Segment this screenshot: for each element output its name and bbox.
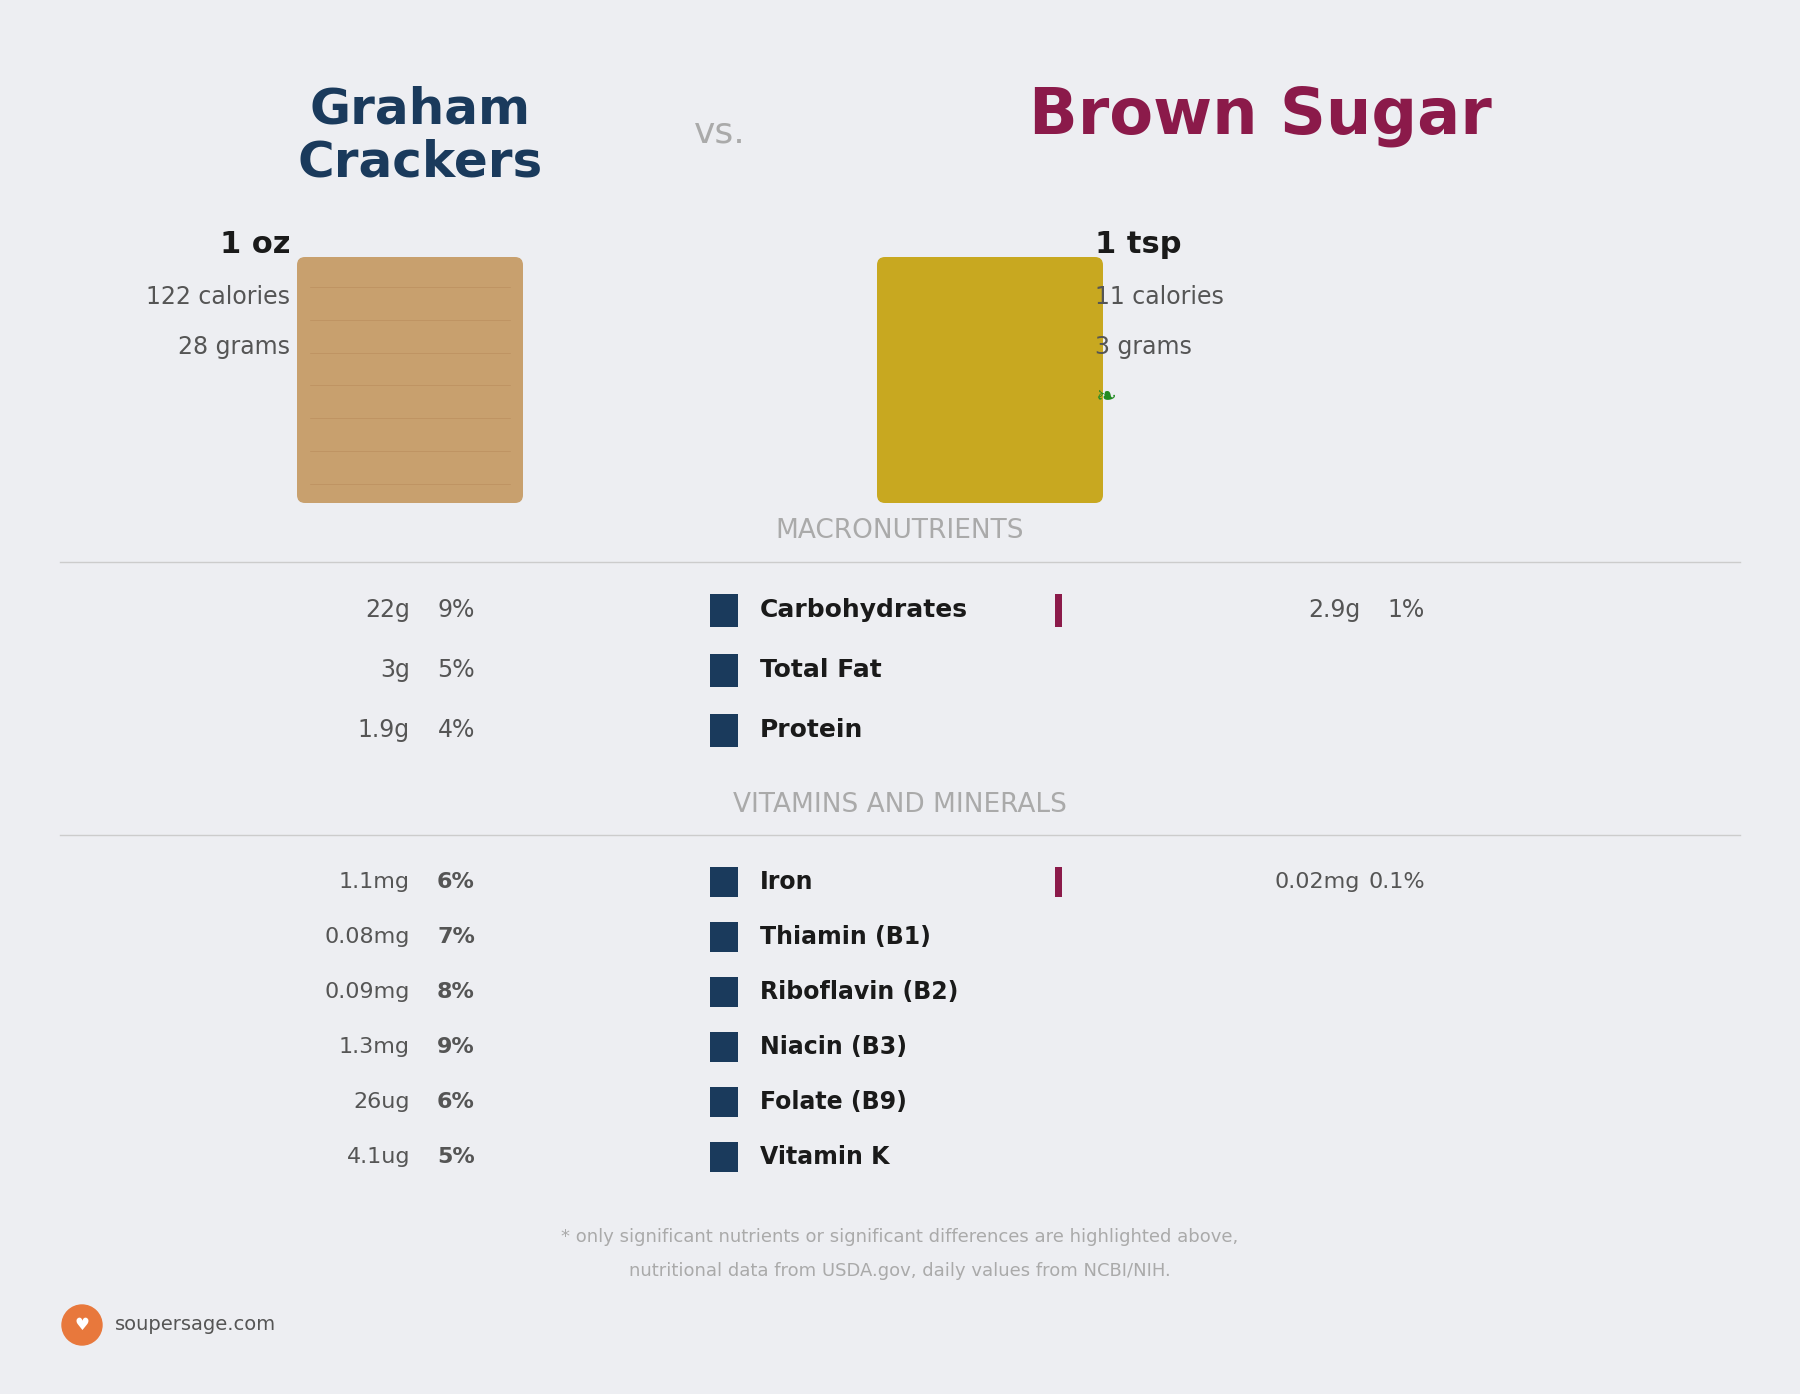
Text: Vitamin K: Vitamin K [760,1144,889,1170]
Text: 0.02mg: 0.02mg [1274,873,1361,892]
Text: 2.9g: 2.9g [1309,598,1361,622]
Bar [709,594,738,626]
FancyBboxPatch shape [877,256,1103,503]
Text: 3 grams: 3 grams [1094,335,1192,360]
Bar [709,714,738,747]
Text: 1.3mg: 1.3mg [338,1037,410,1057]
Text: * only significant nutrients or significant differences are highlighted above,: * only significant nutrients or signific… [562,1228,1238,1246]
Text: 1%: 1% [1388,598,1426,622]
Text: vs.: vs. [695,114,745,149]
Text: 8%: 8% [437,981,475,1002]
Bar [709,1087,738,1117]
Text: 5%: 5% [437,1147,475,1167]
Text: 1.1mg: 1.1mg [338,873,410,892]
Text: 0.1%: 0.1% [1368,873,1426,892]
Text: 122 calories: 122 calories [146,284,290,309]
Text: soupersage.com: soupersage.com [115,1316,275,1334]
Text: 4.1ug: 4.1ug [346,1147,410,1167]
Text: nutritional data from USDA.gov, daily values from NCBI/NIH.: nutritional data from USDA.gov, daily va… [630,1262,1170,1280]
Bar [1055,594,1062,626]
Text: 7%: 7% [437,927,475,947]
Text: 0.08mg: 0.08mg [324,927,410,947]
Text: ❧: ❧ [1094,385,1116,408]
Text: 9%: 9% [437,1037,475,1057]
Text: 6%: 6% [437,873,475,892]
Text: 4%: 4% [437,718,475,742]
Text: Brown Sugar: Brown Sugar [1028,85,1492,146]
Circle shape [61,1305,103,1345]
Text: Riboflavin (B2): Riboflavin (B2) [760,980,958,1004]
Bar [709,654,738,686]
Bar [709,1142,738,1172]
Text: 6%: 6% [437,1092,475,1112]
Text: Graham
Crackers: Graham Crackers [297,85,542,187]
Text: 9%: 9% [437,598,475,622]
Text: Thiamin (B1): Thiamin (B1) [760,926,931,949]
Text: Total Fat: Total Fat [760,658,882,682]
Text: 5%: 5% [437,658,475,682]
Text: 1.9g: 1.9g [358,718,410,742]
Bar [1055,867,1062,896]
Bar [709,977,738,1006]
Text: 22g: 22g [365,598,410,622]
Text: Carbohydrates: Carbohydrates [760,598,968,622]
Text: 11 calories: 11 calories [1094,284,1224,309]
Text: 1 tsp: 1 tsp [1094,230,1181,259]
Text: MACRONUTRIENTS: MACRONUTRIENTS [776,519,1024,544]
FancyBboxPatch shape [297,256,524,503]
Text: Niacin (B3): Niacin (B3) [760,1034,907,1059]
Text: 0.09mg: 0.09mg [324,981,410,1002]
Text: ♥: ♥ [74,1316,90,1334]
Text: 26ug: 26ug [353,1092,410,1112]
Text: Folate (B9): Folate (B9) [760,1090,907,1114]
Text: 3g: 3g [380,658,410,682]
Bar [709,867,738,896]
Text: VITAMINS AND MINERALS: VITAMINS AND MINERALS [733,792,1067,818]
Text: 28 grams: 28 grams [178,335,290,360]
Text: Iron: Iron [760,870,814,894]
Bar [709,1032,738,1062]
Text: 1 oz: 1 oz [220,230,290,259]
Bar [709,921,738,952]
Text: Protein: Protein [760,718,864,742]
